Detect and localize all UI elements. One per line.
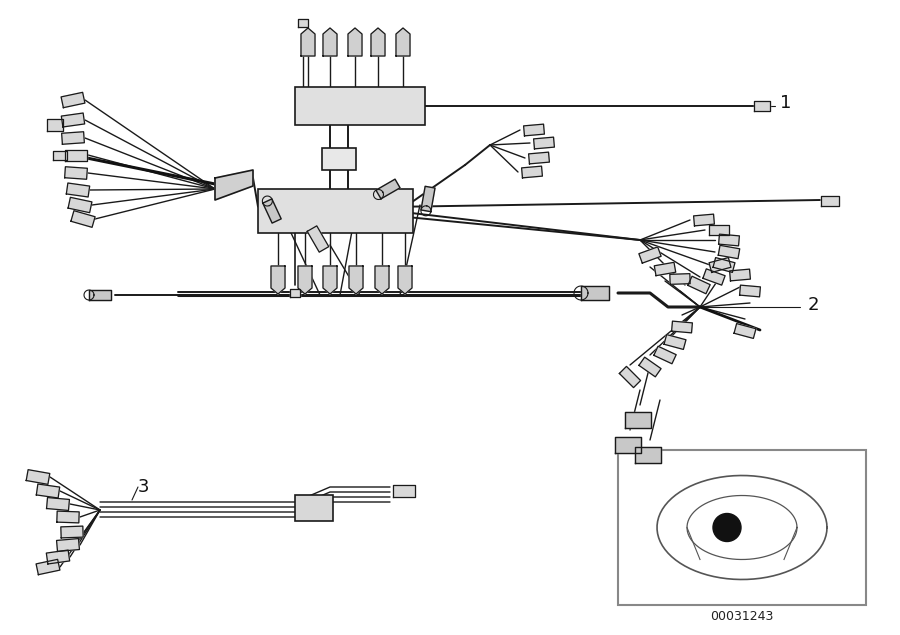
Bar: [618, 450, 866, 605]
Polygon shape: [639, 357, 662, 377]
Polygon shape: [694, 214, 715, 226]
Polygon shape: [61, 526, 83, 538]
Polygon shape: [301, 28, 315, 56]
Bar: [295, 87, 425, 125]
Polygon shape: [349, 266, 363, 294]
Polygon shape: [421, 186, 435, 211]
Polygon shape: [653, 346, 676, 364]
Polygon shape: [396, 28, 410, 56]
Polygon shape: [307, 226, 328, 252]
Polygon shape: [670, 274, 690, 284]
Polygon shape: [376, 179, 400, 199]
Polygon shape: [534, 137, 554, 149]
Polygon shape: [348, 28, 362, 56]
Polygon shape: [703, 269, 725, 285]
Bar: [258, 189, 413, 233]
Polygon shape: [323, 266, 337, 294]
Polygon shape: [625, 412, 651, 428]
Polygon shape: [36, 559, 60, 575]
Polygon shape: [375, 266, 389, 294]
Polygon shape: [65, 167, 87, 179]
Circle shape: [713, 514, 741, 542]
Polygon shape: [65, 149, 87, 161]
Polygon shape: [271, 266, 285, 294]
Polygon shape: [323, 28, 337, 56]
Polygon shape: [522, 166, 543, 178]
Polygon shape: [47, 119, 63, 131]
Polygon shape: [68, 197, 92, 213]
Polygon shape: [671, 321, 692, 333]
Polygon shape: [524, 124, 544, 136]
Polygon shape: [47, 498, 69, 511]
Text: 00031243: 00031243: [710, 610, 774, 624]
Polygon shape: [46, 550, 69, 564]
Text: 3: 3: [138, 478, 149, 496]
Polygon shape: [298, 266, 312, 294]
Polygon shape: [718, 245, 740, 258]
Bar: [295, 495, 333, 521]
Polygon shape: [654, 262, 676, 276]
Polygon shape: [61, 92, 85, 108]
Polygon shape: [61, 131, 85, 144]
Polygon shape: [298, 19, 308, 27]
Polygon shape: [581, 286, 609, 300]
Polygon shape: [71, 211, 95, 227]
Polygon shape: [709, 225, 729, 235]
Polygon shape: [393, 485, 415, 497]
Polygon shape: [371, 28, 385, 56]
Polygon shape: [26, 470, 50, 485]
Polygon shape: [754, 101, 770, 111]
Polygon shape: [639, 247, 662, 263]
Polygon shape: [821, 196, 839, 206]
Polygon shape: [57, 538, 79, 551]
Polygon shape: [635, 447, 661, 463]
Polygon shape: [67, 183, 90, 197]
Polygon shape: [664, 335, 686, 349]
Polygon shape: [57, 511, 79, 523]
Polygon shape: [615, 437, 641, 453]
Polygon shape: [718, 234, 740, 246]
Polygon shape: [215, 170, 253, 200]
Polygon shape: [619, 366, 641, 387]
Polygon shape: [528, 152, 549, 164]
Polygon shape: [734, 324, 756, 338]
Polygon shape: [290, 289, 300, 297]
Polygon shape: [89, 290, 111, 300]
Text: 2: 2: [808, 296, 820, 314]
Polygon shape: [263, 199, 281, 223]
Polygon shape: [730, 269, 751, 281]
Bar: [322, 148, 356, 170]
Polygon shape: [709, 258, 731, 272]
Polygon shape: [713, 258, 735, 272]
Text: 1: 1: [780, 94, 791, 112]
Polygon shape: [740, 285, 760, 297]
Polygon shape: [398, 266, 412, 294]
Polygon shape: [688, 276, 710, 294]
Polygon shape: [61, 113, 85, 127]
Polygon shape: [53, 150, 67, 159]
Polygon shape: [36, 484, 59, 498]
